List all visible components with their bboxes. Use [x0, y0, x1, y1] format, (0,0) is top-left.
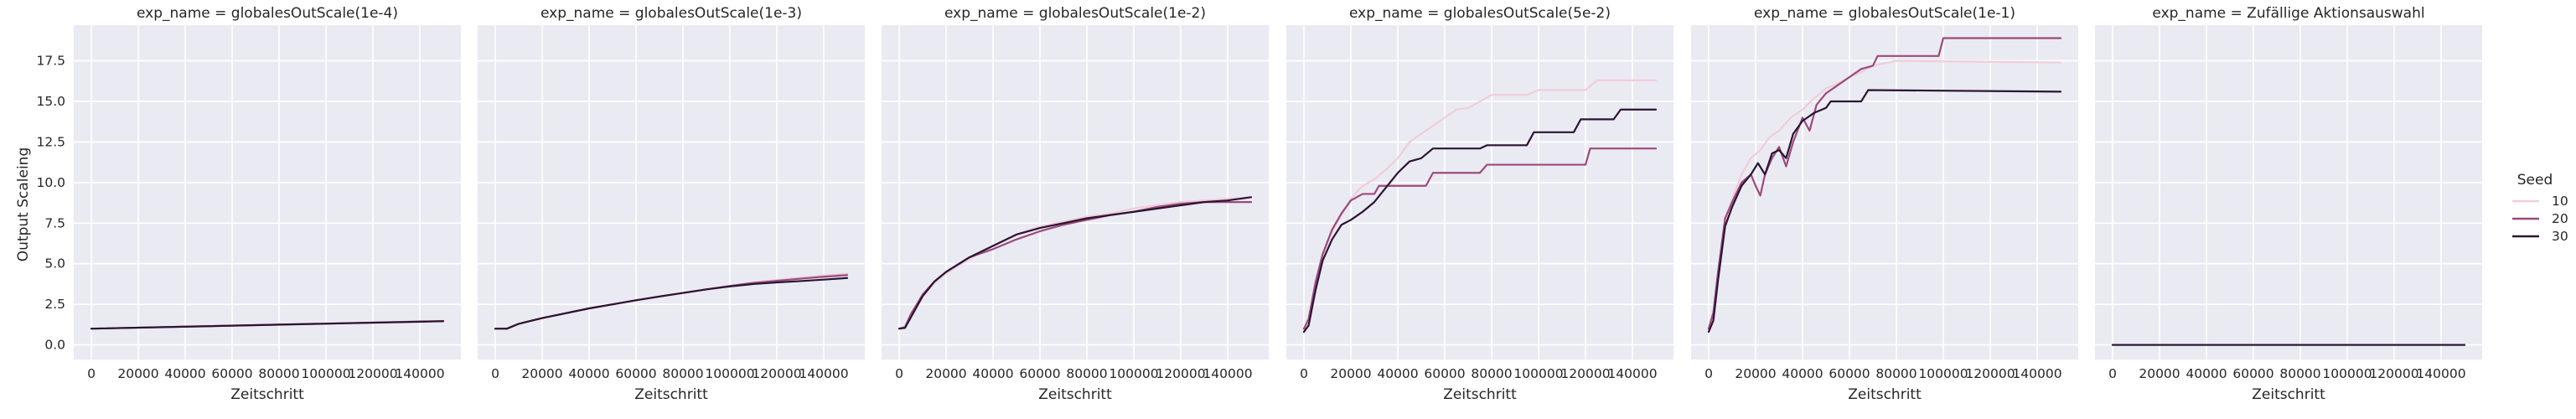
- x-tick-label: 60000: [615, 366, 656, 381]
- panel-title: exp_name = globalesOutScale(5e-2): [1349, 5, 1611, 22]
- x-tick-label: 120000: [752, 366, 801, 381]
- series-line-seed-30: [1302, 108, 1658, 334]
- x-tick-label: 140000: [1607, 366, 1657, 381]
- series-line-seed-20: [897, 201, 1253, 330]
- x-axis-label: Zeitschritt: [1848, 386, 1922, 403]
- y-tick-label: 5.0: [44, 256, 65, 272]
- x-tick-label: 0: [1704, 366, 1713, 381]
- x-tick-label: 100000: [2322, 366, 2372, 381]
- x-tick-label: 20000: [1735, 366, 1776, 381]
- y-tick-label: 0.0: [44, 338, 65, 353]
- x-tick-label: 60000: [2232, 366, 2273, 381]
- series-line-seed-20: [1302, 147, 1658, 330]
- panel-1: exp_name = globalesOutScale(1e-4) 0 20000 4…: [36, 5, 461, 403]
- x-tick-label: 40000: [568, 366, 609, 381]
- panels: exp_name = globalesOutScale(1e-4) 0 20000 4…: [36, 5, 2482, 403]
- plot-background: [882, 25, 1269, 360]
- series-line-seed-30: [494, 277, 849, 330]
- y-tick-label: 2.5: [44, 297, 65, 312]
- y-tick-label: 7.5: [44, 215, 65, 230]
- x-tick-label: 20000: [117, 366, 158, 381]
- panel-title: exp_name = globalesOutScale(1e-1): [1754, 5, 2015, 22]
- plot-background: [1286, 25, 1673, 360]
- panel-4: exp_name = globalesOutScale(5e-2) 0 20000 4…: [1286, 5, 1673, 403]
- x-tick-label: 120000: [348, 366, 397, 381]
- x-tick-label: 100000: [301, 366, 350, 381]
- x-tick-label: 140000: [799, 366, 848, 381]
- y-tick-label: 10.0: [36, 175, 65, 190]
- legend-label-seed-10: 10: [2552, 194, 2568, 209]
- x-tick-label: 40000: [1377, 366, 1418, 381]
- x-tick-label: 0: [895, 366, 903, 381]
- y-tick-label: 15.0: [36, 94, 65, 109]
- x-tick-label: 40000: [1782, 366, 1823, 381]
- x-tick-label: 40000: [972, 366, 1013, 381]
- legend-label-seed-20: 20: [2552, 211, 2568, 226]
- x-tick-label: 120000: [2369, 366, 2418, 381]
- x-tick-label: 0: [491, 366, 499, 381]
- x-tick-label: 80000: [662, 366, 703, 381]
- x-tick-label: 60000: [1829, 366, 1870, 381]
- plot-background: [2095, 25, 2482, 360]
- plot-background: [478, 25, 865, 360]
- x-axis-label: Zeitschritt: [230, 386, 304, 403]
- x-tick-label: 40000: [164, 366, 205, 381]
- panel-title: exp_name = Zufällige Aktionsauswahl: [2152, 5, 2424, 22]
- x-tick-label: 60000: [211, 366, 252, 381]
- panel-5: exp_name = globalesOutScale(1e-1) 0 20000 4…: [1691, 5, 2078, 403]
- x-tick-label: 60000: [1019, 366, 1060, 381]
- series-line-seed-30: [90, 320, 445, 330]
- x-tick-label: 140000: [2012, 366, 2061, 381]
- plot-background: [1691, 25, 2078, 360]
- x-tick-label: 0: [2108, 366, 2117, 381]
- legend: Seed 10 20 30: [2512, 172, 2568, 244]
- x-tick-label: 20000: [2139, 366, 2180, 381]
- panel-title: exp_name = globalesOutScale(1e-2): [944, 5, 1206, 22]
- x-tick-label: 80000: [1066, 366, 1107, 381]
- panel-title: exp_name = globalesOutScale(1e-4): [137, 5, 398, 22]
- x-tick-label: 0: [87, 366, 96, 381]
- y-tick-label: 12.5: [36, 134, 65, 149]
- x-axis-label: Zeitschritt: [634, 386, 708, 403]
- x-tick-label: 100000: [1109, 366, 1158, 381]
- x-tick-label: 80000: [258, 366, 299, 381]
- x-tick-label: 0: [1300, 366, 1308, 381]
- panel-title: exp_name = globalesOutScale(1e-3): [541, 5, 802, 22]
- x-tick-label: 80000: [1471, 366, 1512, 381]
- x-tick-label: 120000: [1156, 366, 1205, 381]
- x-tick-label: 60000: [1424, 366, 1465, 381]
- series-line-seed-30: [1707, 89, 2062, 334]
- x-tick-label: 20000: [521, 366, 562, 381]
- x-tick-label: 20000: [1330, 366, 1371, 381]
- panel-6: exp_name = Zufällige Aktionsauswahl 0 2000…: [2095, 5, 2482, 403]
- legend-title: Seed: [2517, 172, 2553, 189]
- y-axis-label: Output Scaleing: [15, 147, 32, 261]
- panel-3: exp_name = globalesOutScale(1e-2) 0 20000 4…: [882, 5, 1269, 403]
- series-line-seed-30: [897, 196, 1253, 330]
- x-tick-label: 140000: [395, 366, 444, 381]
- x-tick-label: 80000: [2279, 366, 2320, 381]
- x-tick-label: 100000: [705, 366, 754, 381]
- x-tick-label: 40000: [2185, 366, 2227, 381]
- x-tick-label: 120000: [1560, 366, 1610, 381]
- series-line-seed-10: [1707, 59, 2062, 330]
- x-axis-label: Zeitschritt: [2252, 386, 2325, 403]
- x-tick-label: 100000: [1513, 366, 1563, 381]
- x-tick-label: 140000: [2416, 366, 2465, 381]
- x-axis-label: Zeitschritt: [1038, 386, 1112, 403]
- x-tick-label: 20000: [925, 366, 966, 381]
- x-tick-label: 80000: [1875, 366, 1916, 381]
- legend-label-seed-30: 30: [2552, 229, 2568, 244]
- plot-background: [74, 25, 461, 360]
- y-tick-label: 17.5: [36, 54, 65, 69]
- panel-2: exp_name = globalesOutScale(1e-3) 0 20000 4…: [478, 5, 865, 403]
- x-tick-label: 100000: [1918, 366, 1968, 381]
- x-axis-label: Zeitschritt: [1443, 386, 1517, 403]
- x-tick-label: 120000: [1965, 366, 2015, 381]
- series-line-seed-20: [1707, 37, 2062, 330]
- x-tick-label: 140000: [1203, 366, 1252, 381]
